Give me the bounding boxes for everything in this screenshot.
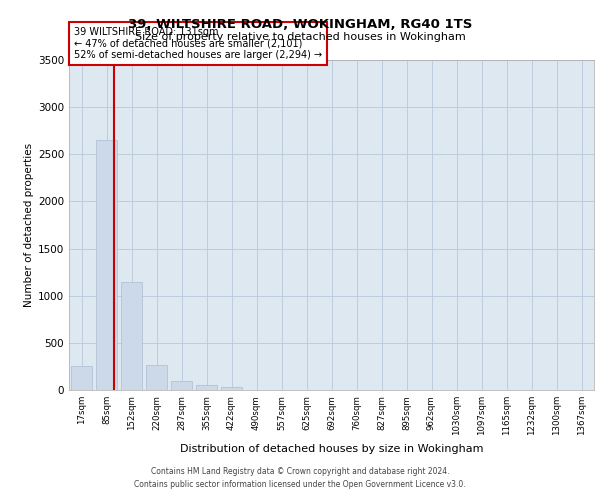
Bar	[196, 386, 217, 390]
Bar	[96, 140, 117, 390]
X-axis label: Distribution of detached houses by size in Wokingham: Distribution of detached houses by size …	[180, 444, 483, 454]
Text: Contains HM Land Registry data © Crown copyright and database right 2024.
Contai: Contains HM Land Registry data © Crown c…	[134, 468, 466, 489]
Bar	[221, 387, 242, 390]
Bar	[121, 282, 142, 390]
Bar	[171, 380, 192, 390]
Text: 39, WILTSHIRE ROAD, WOKINGHAM, RG40 1TS: 39, WILTSHIRE ROAD, WOKINGHAM, RG40 1TS	[128, 18, 472, 30]
Bar	[71, 366, 92, 390]
Bar	[146, 364, 167, 390]
Y-axis label: Number of detached properties: Number of detached properties	[24, 143, 34, 307]
Text: Size of property relative to detached houses in Wokingham: Size of property relative to detached ho…	[134, 32, 466, 42]
Text: 39 WILTSHIRE ROAD: 131sqm
← 47% of detached houses are smaller (2,101)
52% of se: 39 WILTSHIRE ROAD: 131sqm ← 47% of detac…	[74, 27, 322, 60]
